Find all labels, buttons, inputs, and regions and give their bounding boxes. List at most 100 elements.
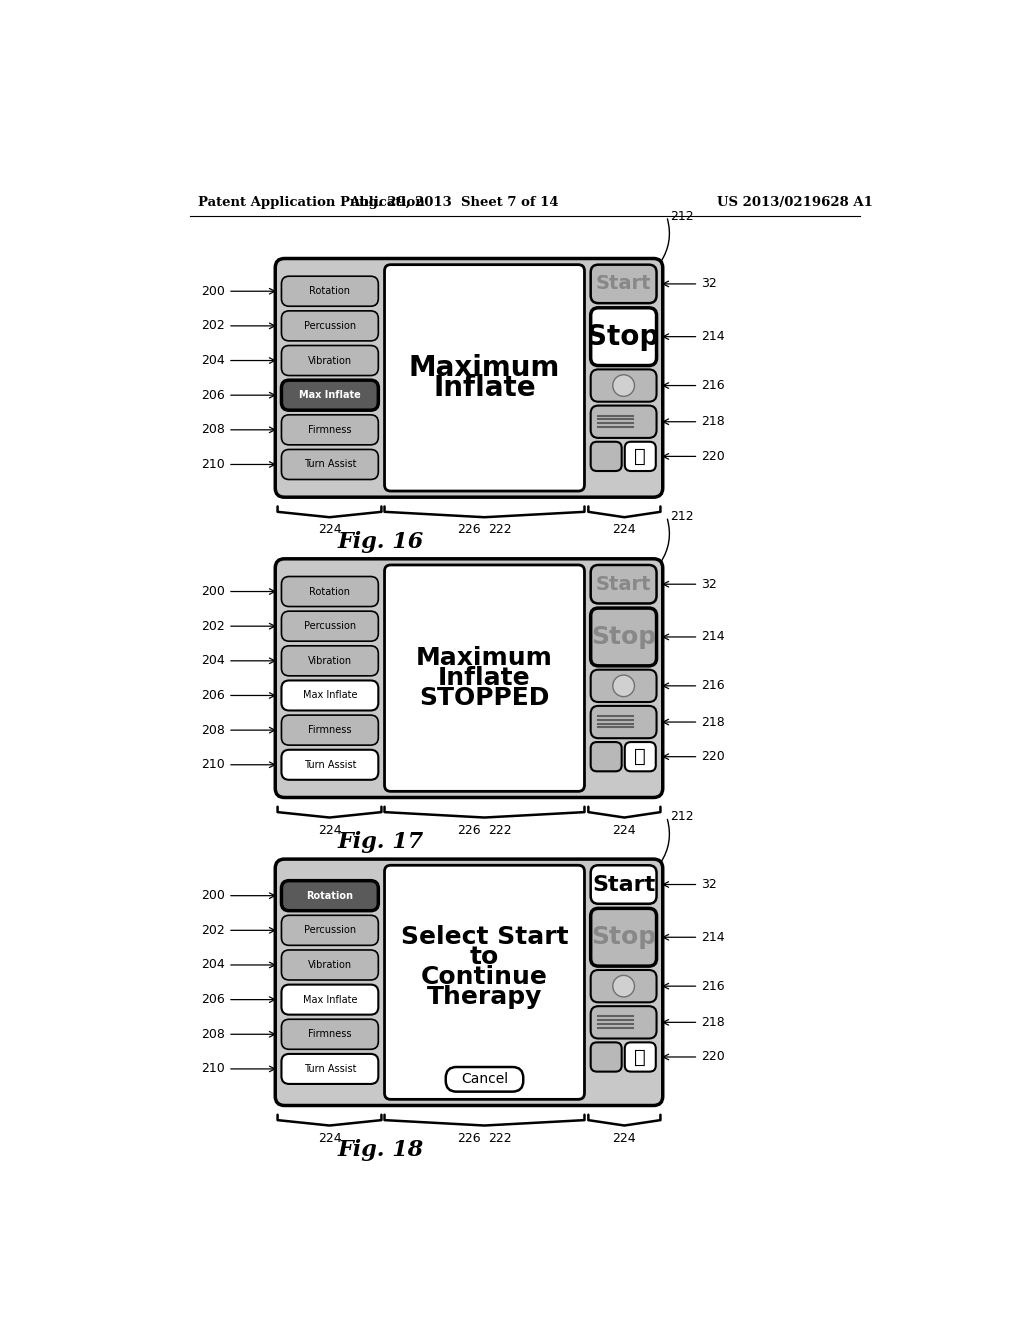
Text: Vibration: Vibration xyxy=(308,656,352,665)
Text: Maximum: Maximum xyxy=(416,645,553,671)
FancyBboxPatch shape xyxy=(282,645,378,676)
FancyBboxPatch shape xyxy=(591,1043,622,1072)
Text: Fig. 18: Fig. 18 xyxy=(337,1139,424,1162)
Text: 220: 220 xyxy=(701,450,725,463)
Text: Cancel: Cancel xyxy=(461,1072,508,1086)
Text: 200: 200 xyxy=(201,585,225,598)
Text: 216: 216 xyxy=(701,379,725,392)
FancyBboxPatch shape xyxy=(445,1067,523,1092)
Text: 208: 208 xyxy=(201,424,225,437)
FancyBboxPatch shape xyxy=(591,609,656,665)
Text: 224: 224 xyxy=(317,1131,341,1144)
Text: Stop: Stop xyxy=(591,925,656,949)
Text: 222: 222 xyxy=(488,1131,512,1144)
FancyBboxPatch shape xyxy=(282,577,378,607)
Text: Fig. 16: Fig. 16 xyxy=(337,531,424,553)
Text: 218: 218 xyxy=(701,416,725,428)
Text: 214: 214 xyxy=(701,631,725,643)
Text: 🔒: 🔒 xyxy=(635,1048,646,1067)
Text: Maximum: Maximum xyxy=(409,354,560,381)
Text: Start: Start xyxy=(592,875,655,895)
FancyBboxPatch shape xyxy=(282,276,378,306)
Text: 214: 214 xyxy=(701,330,725,343)
Text: 202: 202 xyxy=(201,319,225,333)
Text: Fig. 17: Fig. 17 xyxy=(337,832,424,853)
FancyBboxPatch shape xyxy=(591,442,622,471)
Text: Rotation: Rotation xyxy=(309,286,350,296)
Text: Start: Start xyxy=(596,275,651,293)
Circle shape xyxy=(612,375,635,396)
Text: US 2013/0219628 A1: US 2013/0219628 A1 xyxy=(717,195,872,209)
Text: 212: 212 xyxy=(671,210,694,223)
Text: Percussion: Percussion xyxy=(304,925,356,936)
Text: Turn Assist: Turn Assist xyxy=(304,1064,356,1074)
FancyBboxPatch shape xyxy=(282,449,378,479)
FancyBboxPatch shape xyxy=(625,442,655,471)
FancyBboxPatch shape xyxy=(591,970,656,1002)
Text: 202: 202 xyxy=(201,619,225,632)
Text: Start: Start xyxy=(596,574,651,594)
FancyBboxPatch shape xyxy=(385,565,585,792)
Text: 32: 32 xyxy=(701,878,717,891)
Text: 210: 210 xyxy=(201,1063,225,1076)
Text: 226: 226 xyxy=(457,824,481,837)
Text: Stop: Stop xyxy=(591,624,656,649)
FancyBboxPatch shape xyxy=(625,742,655,771)
Text: 224: 224 xyxy=(317,524,341,536)
Text: Select Start: Select Start xyxy=(400,925,568,949)
Text: Rotation: Rotation xyxy=(306,891,353,900)
Text: Max Inflate: Max Inflate xyxy=(299,391,360,400)
Text: 208: 208 xyxy=(201,1028,225,1040)
Text: Therapy: Therapy xyxy=(427,985,542,1008)
Text: Continue: Continue xyxy=(421,965,548,989)
Text: 32: 32 xyxy=(701,578,717,591)
FancyBboxPatch shape xyxy=(591,264,656,304)
FancyBboxPatch shape xyxy=(282,915,378,945)
Text: Turn Assist: Turn Assist xyxy=(304,760,356,770)
Text: 204: 204 xyxy=(201,958,225,972)
Text: 208: 208 xyxy=(201,723,225,737)
Text: Vibration: Vibration xyxy=(308,355,352,366)
Text: Firmness: Firmness xyxy=(308,1030,351,1039)
FancyBboxPatch shape xyxy=(591,742,622,771)
Text: Firmness: Firmness xyxy=(308,425,351,434)
Text: 32: 32 xyxy=(701,277,717,290)
Text: Rotation: Rotation xyxy=(309,586,350,597)
FancyBboxPatch shape xyxy=(282,880,378,911)
Text: 216: 216 xyxy=(701,680,725,693)
Text: 224: 224 xyxy=(612,1131,636,1144)
Text: Aug. 29, 2013  Sheet 7 of 14: Aug. 29, 2013 Sheet 7 of 14 xyxy=(349,195,558,209)
Text: 222: 222 xyxy=(488,824,512,837)
FancyBboxPatch shape xyxy=(282,681,378,710)
FancyBboxPatch shape xyxy=(591,370,656,401)
FancyBboxPatch shape xyxy=(282,1019,378,1049)
Text: Vibration: Vibration xyxy=(308,960,352,970)
Circle shape xyxy=(612,975,635,997)
FancyBboxPatch shape xyxy=(625,1043,655,1072)
FancyBboxPatch shape xyxy=(282,380,378,411)
Text: 226: 226 xyxy=(457,524,481,536)
FancyBboxPatch shape xyxy=(282,414,378,445)
Text: 212: 212 xyxy=(671,510,694,523)
FancyBboxPatch shape xyxy=(282,1053,378,1084)
Text: Percussion: Percussion xyxy=(304,622,356,631)
Text: Patent Application Publication: Patent Application Publication xyxy=(198,195,425,209)
FancyBboxPatch shape xyxy=(282,346,378,376)
Text: 224: 224 xyxy=(612,824,636,837)
Text: 222: 222 xyxy=(488,524,512,536)
FancyBboxPatch shape xyxy=(282,312,378,341)
FancyBboxPatch shape xyxy=(591,1006,656,1039)
Text: 218: 218 xyxy=(701,1016,725,1028)
Text: 212: 212 xyxy=(671,810,694,824)
Text: STOPPED: STOPPED xyxy=(419,686,550,710)
Text: Max Inflate: Max Inflate xyxy=(303,995,357,1005)
Text: 224: 224 xyxy=(612,524,636,536)
Text: 216: 216 xyxy=(701,979,725,993)
Text: 🔒: 🔒 xyxy=(635,447,646,466)
Text: Inflate: Inflate xyxy=(438,667,530,690)
Text: 206: 206 xyxy=(201,689,225,702)
Text: 214: 214 xyxy=(701,931,725,944)
FancyBboxPatch shape xyxy=(591,308,656,366)
Text: Inflate: Inflate xyxy=(433,374,536,401)
FancyBboxPatch shape xyxy=(385,264,585,491)
